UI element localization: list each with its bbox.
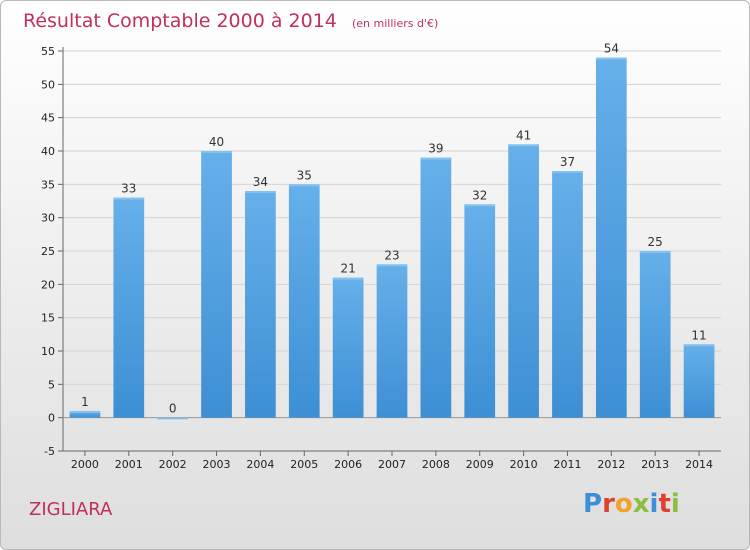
bar-2011 (552, 171, 583, 418)
x-tick-label-2014: 2014 (685, 458, 713, 471)
y-tick-label: 50 (41, 78, 55, 91)
y-tick-label: 45 (41, 112, 55, 125)
x-tick-label-2003: 2003 (203, 458, 231, 471)
logo-letter: P (583, 489, 603, 519)
value-label-2008: 39 (428, 142, 443, 156)
bar-highlight-2010 (508, 144, 539, 147)
bar-2007 (376, 264, 408, 418)
bar-highlight-2009 (464, 204, 496, 207)
bar-2000 (69, 411, 101, 418)
y-tick-label: 5 (48, 378, 55, 391)
x-tick-label-2013: 2013 (641, 458, 669, 471)
bar-2008 (420, 157, 452, 418)
value-labels: 1 33 0 40 34 35 21 23 39 32 41 37 54 25 11 (81, 42, 707, 416)
bar-highlight-2007 (376, 264, 408, 267)
bar-highlight-2012 (595, 57, 627, 60)
bar-2006 (332, 277, 364, 418)
bar-highlight-2002 (157, 417, 189, 420)
bar-highlight-2013 (639, 251, 671, 253)
commune-name: ZIGLIARA (29, 499, 113, 520)
x-tick-label-2006: 2006 (334, 458, 362, 471)
bar-highlight-2008 (420, 157, 452, 160)
x-tick-label-2005: 2005 (290, 458, 318, 471)
bar-highlight-2001 (113, 197, 145, 200)
y-tick-label: 15 (41, 312, 55, 325)
y-tick-label: 10 (41, 345, 55, 358)
logo-letter: x (632, 489, 650, 519)
value-label-2007: 23 (384, 248, 399, 262)
x-tick-label-2009: 2009 (466, 458, 494, 471)
bar-2013 (639, 251, 671, 418)
bar-2010 (508, 144, 539, 418)
y-tick-label: 25 (41, 245, 55, 258)
value-label-2001: 33 (121, 182, 136, 196)
x-tick-label-2001: 2001 (115, 458, 143, 471)
x-tick-label-2004: 2004 (246, 458, 274, 471)
bar-2001 (113, 197, 145, 418)
value-label-2009: 32 (472, 188, 487, 202)
value-label-2003: 40 (209, 135, 224, 149)
logo-letter: o (614, 489, 633, 519)
x-tick-label-2008: 2008 (422, 458, 450, 471)
bar-highlight-2011 (552, 171, 583, 173)
value-label-2004: 34 (253, 175, 268, 189)
value-label-2013: 25 (648, 235, 663, 249)
logo-letter: r (602, 489, 615, 519)
value-label-2002: 0 (169, 402, 177, 416)
bar-2004 (245, 191, 276, 418)
bar-highlight-2005 (288, 184, 320, 187)
bar-2005 (288, 184, 320, 418)
x-tick-label-2011: 2011 (553, 458, 581, 471)
value-label-2006: 21 (340, 262, 355, 276)
value-label-2000: 1 (81, 395, 89, 409)
y-tick-label: 55 (41, 45, 55, 58)
value-label-2010: 41 (516, 128, 531, 142)
y-tick-label: -5 (44, 445, 55, 458)
value-label-2012: 54 (604, 42, 619, 56)
chart-title: Résultat Comptable 2000 à 2014 (en milli… (23, 10, 438, 32)
logo-letter: i (649, 489, 659, 519)
x-tick-label-2007: 2007 (378, 458, 406, 471)
bar-2003 (201, 151, 232, 418)
bar-2014 (683, 344, 715, 418)
logo-letter: t (658, 489, 671, 519)
x-tick-label-2010: 2010 (510, 458, 538, 471)
x-tick-label-2012: 2012 (597, 458, 625, 471)
proxiti-logo: Proxiti (583, 489, 680, 519)
x-tick-label-2002: 2002 (159, 458, 187, 471)
bars (69, 57, 715, 420)
x-tick-label-2000: 2000 (71, 458, 99, 471)
y-tick-label: 20 (41, 278, 55, 291)
bar-2009 (464, 204, 496, 418)
y-tick-label: 30 (41, 212, 55, 225)
bar-highlight-2000 (69, 411, 101, 413)
value-label-2014: 11 (691, 328, 706, 342)
y-tick-label: 40 (41, 145, 55, 158)
logo-letter: i (670, 489, 680, 519)
bar-highlight-2003 (201, 151, 232, 153)
y-tick-label: 35 (41, 178, 55, 191)
bar-2012 (595, 57, 627, 418)
bar-highlight-2004 (245, 191, 276, 193)
value-label-2011: 37 (560, 155, 575, 169)
bar-highlight-2014 (683, 344, 715, 347)
value-label-2005: 35 (297, 168, 312, 182)
bar-highlight-2006 (332, 277, 364, 280)
y-tick-label: 0 (48, 412, 55, 425)
